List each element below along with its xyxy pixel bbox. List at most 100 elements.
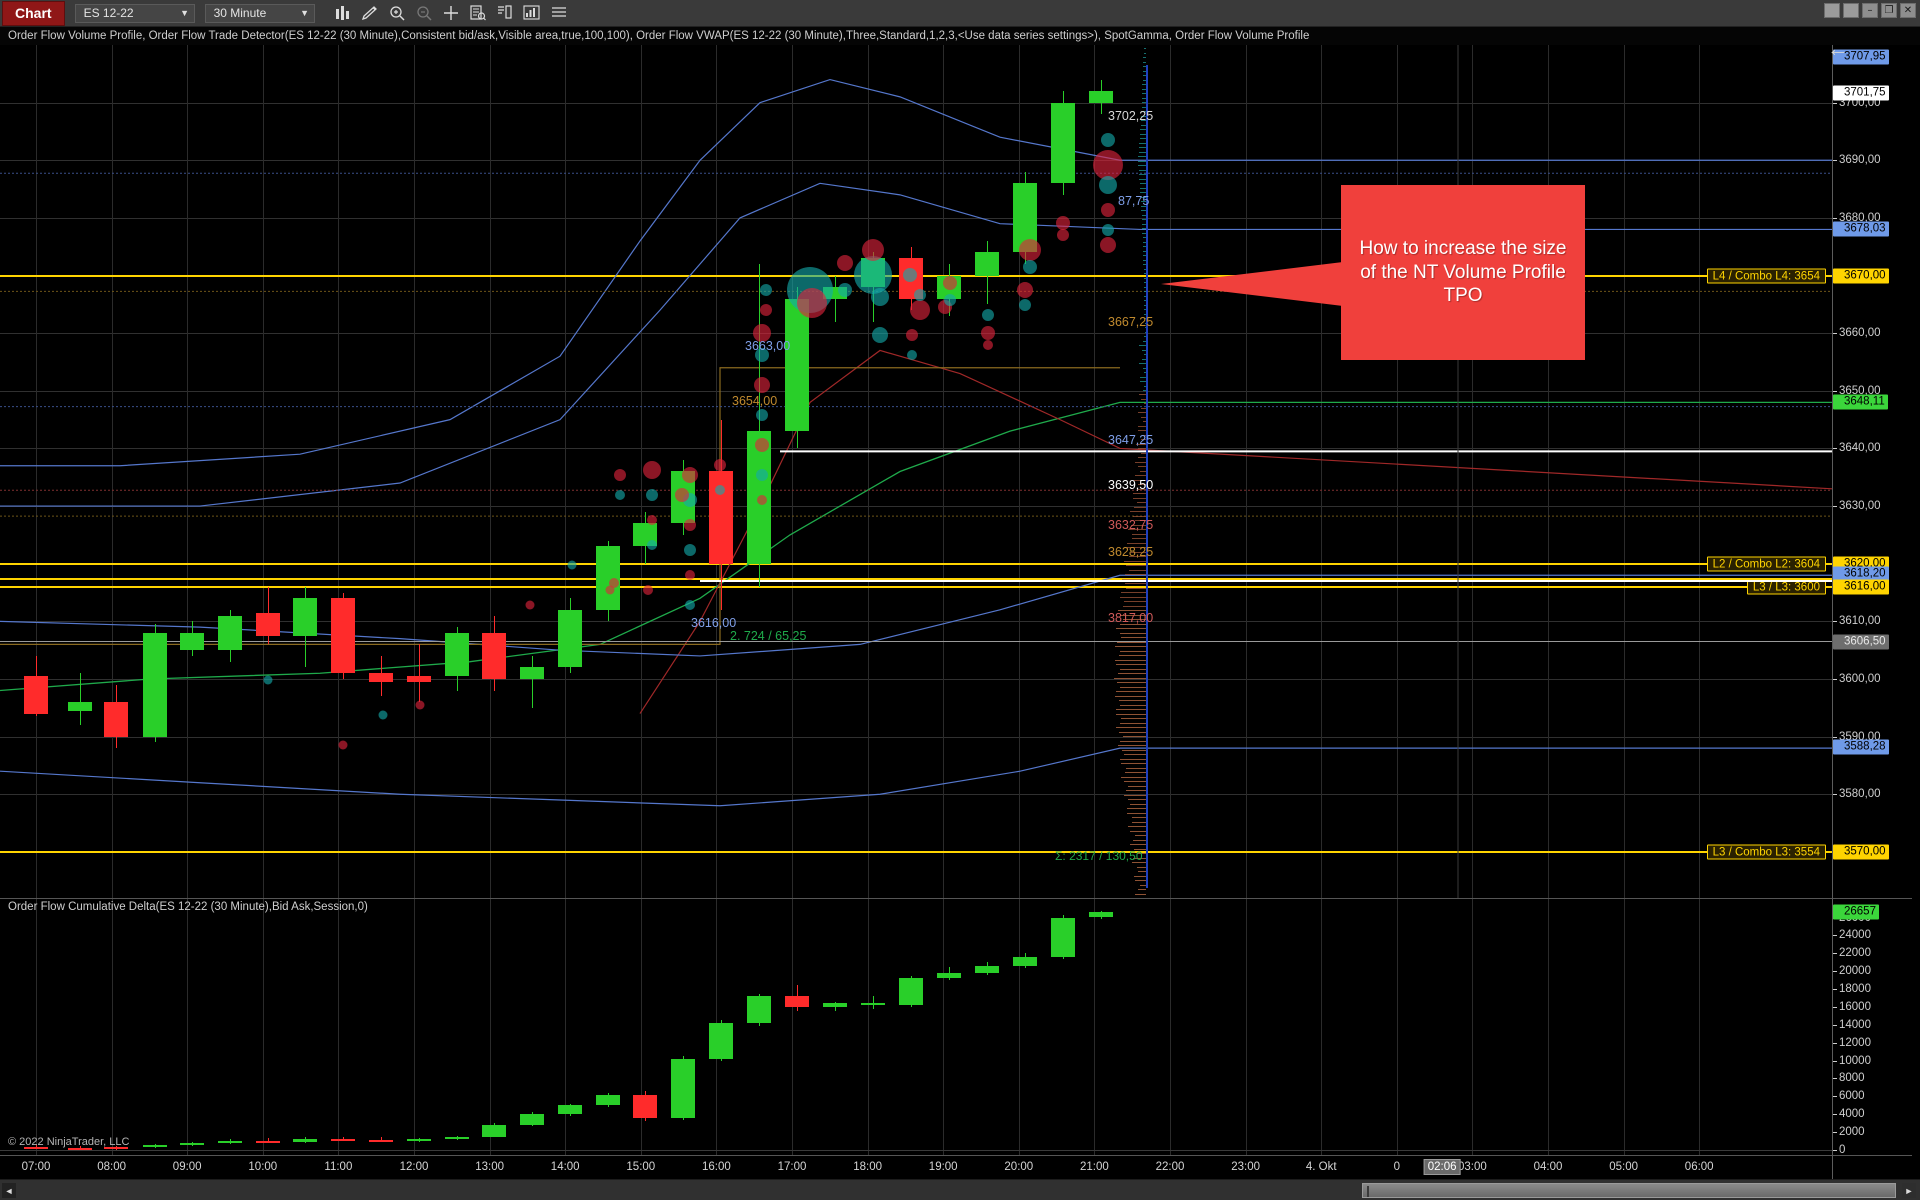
crosshair-time-label: 02:06 bbox=[1423, 1159, 1461, 1175]
price-candle bbox=[520, 655, 544, 708]
last-price-label[interactable]: 3701,75 bbox=[1833, 85, 1889, 101]
chart-price-tag: 3663,00 bbox=[745, 339, 791, 353]
volume-profile-bar bbox=[1137, 866, 1146, 868]
indicators-icon[interactable] bbox=[494, 2, 516, 24]
chart-tab[interactable]: Chart bbox=[2, 0, 65, 26]
poc-label[interactable]: 3606,50 bbox=[1833, 634, 1889, 650]
volume-profile-bar bbox=[1130, 551, 1146, 553]
price-candle bbox=[256, 586, 280, 645]
delta-bar-wick bbox=[267, 1138, 269, 1143]
delta-bar-body bbox=[937, 972, 961, 979]
scroll-left-icon[interactable]: ◄ bbox=[2, 1183, 16, 1198]
level-l3-label[interactable]: 3616,00 bbox=[1833, 579, 1889, 595]
vwap-band-label[interactable]: 3588,28 bbox=[1833, 739, 1889, 755]
time-gridline bbox=[1396, 45, 1398, 898]
level-l3-combo-label[interactable]: 3570,00 bbox=[1833, 844, 1889, 860]
volume-profile-bar bbox=[1143, 259, 1146, 261]
volume-profile-bar bbox=[1119, 614, 1146, 616]
volume-profile-bar bbox=[1141, 358, 1146, 360]
delta-current-label[interactable]: 26657 bbox=[1833, 904, 1879, 920]
sell-bubble-marker bbox=[684, 519, 696, 531]
back-arrow-icon[interactable]: ← bbox=[1827, 36, 1849, 61]
time-gridline bbox=[1321, 45, 1323, 898]
chart-price-tag: 87,75 bbox=[1118, 194, 1150, 208]
candle-body bbox=[1089, 91, 1113, 103]
close-button[interactable]: ✕ bbox=[1900, 3, 1916, 18]
level-line-secondary bbox=[0, 577, 1832, 580]
buy-bubble-marker bbox=[914, 289, 926, 301]
candle-body bbox=[823, 287, 847, 299]
instrument-value: ES 12-22 bbox=[83, 6, 134, 20]
level-l4-label[interactable]: 3670,00 bbox=[1833, 268, 1889, 284]
crosshair-icon[interactable] bbox=[440, 2, 462, 24]
bar-type-icon[interactable] bbox=[332, 2, 354, 24]
zoom-in-icon[interactable] bbox=[386, 2, 408, 24]
volume-profile-bar bbox=[1143, 286, 1146, 288]
cumulative-delta-pane[interactable] bbox=[0, 898, 1832, 1155]
time-tick-label: 20:00 bbox=[1004, 1161, 1034, 1173]
scrollbar-thumb[interactable] bbox=[1362, 1183, 1896, 1198]
time-tick-label: 22:00 bbox=[1155, 1161, 1185, 1173]
restore-button[interactable]: ❐ bbox=[1881, 3, 1897, 18]
sell-bubble-marker bbox=[525, 600, 535, 610]
price-gridline bbox=[0, 621, 1832, 623]
order-list-icon[interactable] bbox=[548, 2, 570, 24]
time-gridline bbox=[1699, 45, 1701, 898]
drawing-tools-icon[interactable] bbox=[359, 2, 381, 24]
time-gridline bbox=[640, 45, 642, 898]
delta-bar-body bbox=[785, 996, 809, 1007]
copyright-label: © 2022 NinjaTrader, LLC bbox=[8, 1136, 130, 1148]
period-selector[interactable]: 30 Minute ▼ bbox=[204, 3, 315, 23]
data-box-icon[interactable] bbox=[467, 2, 489, 24]
time-gridline bbox=[1245, 899, 1247, 1155]
volume-profile-bar bbox=[1138, 425, 1146, 427]
time-tick-label: 07:00 bbox=[21, 1161, 51, 1173]
volume-profile-bar bbox=[1128, 529, 1146, 531]
volume-profile-bar bbox=[1124, 754, 1146, 756]
volume-profile-bar bbox=[1144, 354, 1146, 356]
ask-price-label[interactable]: 3707,95 bbox=[1833, 49, 1889, 65]
price-candle bbox=[445, 627, 469, 691]
volume-profile-bar bbox=[1138, 394, 1146, 396]
minimize-button[interactable]: – bbox=[1862, 3, 1878, 18]
time-tick-label: 17:00 bbox=[777, 1161, 807, 1173]
volume-profile-bar bbox=[1141, 210, 1146, 212]
vwap-lower-label[interactable]: 3618,20 bbox=[1833, 566, 1889, 582]
volume-profile-bar bbox=[1142, 79, 1146, 81]
price-gridline bbox=[0, 448, 1832, 450]
delta-bar bbox=[218, 1139, 242, 1144]
horizontal-scrollbar[interactable]: ◄ ► bbox=[0, 1179, 1920, 1200]
instrument-selector[interactable]: ES 12-22 ▼ bbox=[74, 3, 195, 23]
time-tick-label: 13:00 bbox=[475, 1161, 504, 1173]
volume-profile-bar bbox=[1144, 327, 1146, 329]
volume-profile-bar bbox=[1137, 412, 1146, 414]
delta-axis[interactable]: 2600024000220002000018000160001400012000… bbox=[1832, 898, 1912, 1155]
time-tick-label: 11:00 bbox=[324, 1161, 353, 1173]
volume-profile-bar bbox=[1119, 632, 1146, 634]
scroll-right-icon[interactable]: ► bbox=[1902, 1183, 1916, 1198]
window-blank-button-2[interactable] bbox=[1843, 3, 1859, 18]
vwap-label[interactable]: 3648,11 bbox=[1833, 394, 1888, 410]
volume-profile-bar bbox=[1131, 821, 1146, 823]
price-tick-label: 3660,00 bbox=[1833, 327, 1881, 340]
volume-profile-bar bbox=[1140, 196, 1146, 198]
volume-profile-bar bbox=[1115, 709, 1146, 711]
volume-profile-bar bbox=[1143, 255, 1146, 257]
delta-bar bbox=[331, 1136, 355, 1142]
time-tick-label: 06:00 bbox=[1684, 1161, 1714, 1173]
time-gridline bbox=[262, 899, 264, 1155]
time-gridline bbox=[943, 899, 945, 1155]
delta-bar bbox=[293, 1137, 317, 1143]
price-axis[interactable]: 3700,003690,003680,003670,003660,003650,… bbox=[1832, 45, 1912, 898]
price-candle bbox=[143, 624, 167, 743]
window-blank-button-1[interactable] bbox=[1824, 3, 1840, 18]
time-axis[interactable]: 07:00 08:00 09:00 10:00 11:00 12:00 13:00 14:00… bbox=[0, 1155, 1832, 1179]
delta-tick-label: 8000 bbox=[1833, 1072, 1865, 1085]
price-chart-pane[interactable]: L4 / Combo L4: 3654 L2 / Combo L2: 3604 L3… bbox=[0, 45, 1832, 898]
vwap-upper-label[interactable]: 3678,03 bbox=[1833, 221, 1889, 237]
delta-tick-label: 22000 bbox=[1833, 947, 1871, 960]
volume-profile-bar bbox=[1141, 97, 1146, 99]
volume-profile-bar bbox=[1141, 102, 1146, 104]
chart-properties-icon[interactable] bbox=[521, 2, 543, 24]
time-gridline bbox=[1623, 45, 1625, 898]
